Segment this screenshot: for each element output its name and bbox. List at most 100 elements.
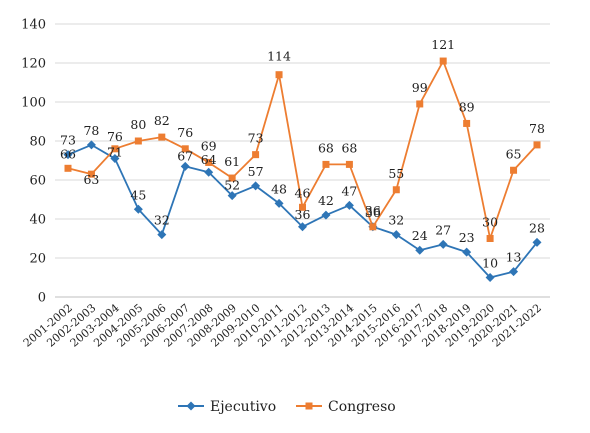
data-label: 82 (154, 113, 170, 128)
data-point-congreso (252, 151, 260, 159)
data-label: 46 (295, 185, 311, 200)
x-axis-ticks: 2001-20022002-20032003-20042004-20052005… (21, 301, 544, 349)
data-label: 78 (83, 123, 99, 138)
data-point-congreso (463, 119, 471, 127)
data-label: 80 (130, 117, 146, 132)
data-point-ejecutivo (63, 150, 73, 160)
legend-label-congreso: Congreso (328, 399, 396, 415)
data-label: 27 (435, 222, 451, 237)
data-point-congreso (439, 57, 447, 65)
data-point-congreso (299, 203, 306, 211)
data-label: 32 (388, 213, 404, 228)
data-labels: 73 78 71 45 32 67 64 52 57 48 36 42 47 36 32 24 27 23 10 13… (60, 37, 545, 270)
y-tick-label: 20 (29, 252, 46, 267)
data-point-congreso (345, 160, 353, 168)
data-label: 42 (318, 193, 334, 208)
data-point-congreso (158, 133, 166, 141)
data-label: 99 (412, 80, 428, 95)
data-label: 10 (482, 256, 498, 271)
data-label: 68 (341, 140, 357, 155)
data-point-ejecutivo (251, 181, 261, 191)
data-point-ejecutivo (344, 200, 354, 210)
data-point-ejecutivo (462, 247, 472, 257)
data-label: 45 (130, 187, 146, 202)
data-point-congreso (322, 160, 330, 168)
data-label: 69 (201, 138, 217, 153)
data-label: 32 (154, 213, 170, 228)
data-label: 36 (365, 203, 381, 218)
data-label: 64 (201, 152, 217, 167)
data-label: 89 (459, 99, 475, 114)
data-label: 71 (107, 145, 123, 160)
data-label: 76 (107, 129, 123, 144)
data-point-ejecutivo (532, 237, 542, 247)
data-label: 76 (177, 125, 193, 140)
data-label: 114 (267, 49, 291, 64)
data-point-ejecutivo (86, 140, 96, 150)
y-tick-label: 40 (29, 213, 46, 228)
data-point-ejecutivo (298, 222, 307, 232)
data-point-congreso (275, 71, 283, 79)
y-tick-label: 60 (29, 174, 46, 189)
gridlines (55, 23, 550, 298)
legend-marker-congreso (305, 402, 313, 410)
y-tick-label: 140 (21, 18, 46, 33)
data-point-congreso (181, 145, 189, 153)
y-tick-label: 80 (29, 135, 46, 150)
data-point-ejecutivo (415, 245, 425, 255)
data-label: 28 (529, 220, 545, 235)
data-point-ejecutivo (227, 191, 237, 201)
data-label: 73 (60, 133, 76, 148)
y-tick-label: 120 (21, 57, 46, 72)
y-axis-ticks: 0 20 40 60 80 100 120 140 (21, 18, 46, 306)
data-point-congreso (111, 145, 119, 153)
data-label: 13 (506, 250, 522, 265)
data-point-congreso (510, 166, 518, 174)
data-point-ejecutivo (509, 267, 519, 277)
data-label: 61 (224, 154, 240, 169)
data-point-congreso (205, 158, 213, 166)
data-label: 121 (431, 37, 455, 52)
data-label: 73 (248, 131, 264, 146)
data-point-congreso (64, 164, 72, 172)
data-label: 48 (271, 181, 287, 196)
data-point-ejecutivo (204, 167, 214, 177)
data-point-congreso (369, 223, 377, 231)
data-point-ejecutivo (321, 210, 331, 220)
data-point-congreso (533, 141, 541, 149)
data-label: 78 (529, 121, 545, 136)
data-label: 57 (248, 164, 264, 179)
data-label: 30 (482, 215, 498, 230)
data-label: 67 (177, 148, 193, 163)
data-label: 55 (388, 166, 404, 181)
legend-marker-ejecutivo (186, 401, 196, 411)
data-point-congreso (416, 100, 424, 108)
data-point-congreso (486, 235, 494, 242)
data-point-ejecutivo (485, 273, 495, 282)
data-point-ejecutivo (180, 161, 190, 171)
legend-label-ejecutivo: Ejecutivo (210, 399, 276, 415)
data-point-congreso (134, 137, 142, 145)
series-markers (63, 57, 542, 282)
y-tick-label: 100 (21, 96, 46, 111)
data-point-ejecutivo (438, 239, 448, 249)
data-label: 63 (83, 172, 99, 187)
legend: Ejecutivo Congreso (178, 399, 396, 415)
data-label: 23 (459, 230, 475, 245)
y-tick-label: 0 (38, 291, 46, 306)
data-label: 68 (318, 140, 334, 155)
data-label: 24 (412, 228, 428, 243)
data-point-congreso (87, 170, 95, 178)
data-label: 65 (506, 146, 522, 161)
data-label: 36 (365, 205, 381, 220)
data-label: 36 (295, 207, 311, 222)
data-point-ejecutivo (391, 230, 401, 240)
data-point-ejecutivo (110, 154, 120, 164)
data-point-congreso (228, 174, 236, 182)
data-label: 52 (224, 178, 240, 193)
data-point-ejecutivo (274, 198, 284, 208)
data-label: 66 (60, 146, 76, 161)
data-point-ejecutivo (157, 230, 167, 240)
